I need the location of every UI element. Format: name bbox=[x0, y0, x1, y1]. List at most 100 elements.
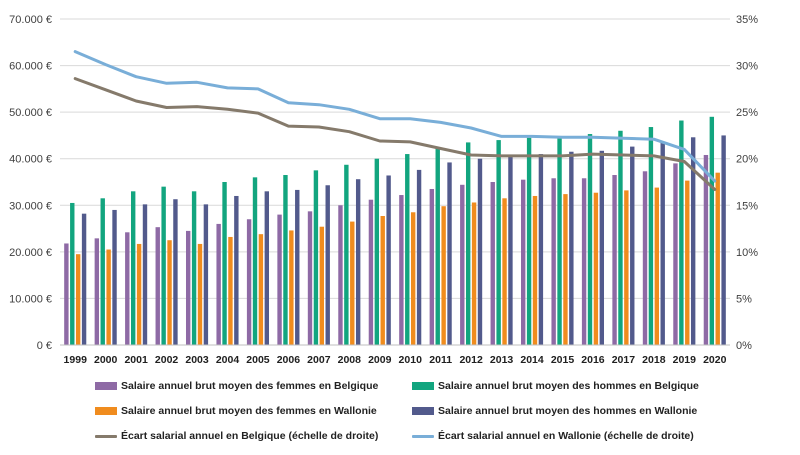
bar-hommes-wallonie bbox=[112, 209, 117, 345]
y-left-tick-label: 0 € bbox=[37, 340, 52, 352]
line-ecart-wallonie bbox=[73, 50, 717, 183]
y-right-tick-label: 10% bbox=[736, 247, 758, 259]
bar-hommes-belgique bbox=[405, 154, 410, 345]
bar-hommes-wallonie bbox=[416, 169, 422, 345]
bar-femmes-belgique bbox=[216, 223, 221, 345]
bar-hommes-wallonie bbox=[477, 158, 483, 345]
x-tick-label: 2018 bbox=[642, 354, 666, 366]
bar-hommes-wallonie bbox=[81, 213, 87, 345]
bar-femmes-wallonie bbox=[624, 190, 629, 345]
bar-femmes-belgique bbox=[673, 163, 678, 345]
bar-femmes-belgique bbox=[429, 188, 435, 345]
bar-femmes-wallonie bbox=[167, 240, 172, 345]
y-left-tick-label: 70.000 € bbox=[9, 14, 52, 26]
bar-hommes-belgique bbox=[374, 158, 380, 345]
bar-hommes-belgique bbox=[587, 134, 593, 345]
y-left-tick-label: 60.000 € bbox=[9, 61, 52, 73]
bar-femmes-belgique bbox=[125, 232, 130, 345]
bar-hommes-belgique bbox=[679, 120, 684, 345]
bars bbox=[64, 116, 726, 345]
bar-hommes-belgique bbox=[222, 182, 227, 345]
x-tick-label: 2004 bbox=[216, 354, 240, 366]
bar-hommes-belgique bbox=[435, 147, 440, 345]
bar-hommes-belgique bbox=[191, 191, 197, 345]
bar-femmes-belgique bbox=[338, 205, 343, 345]
bar-femmes-belgique bbox=[64, 243, 69, 345]
bar-femmes-belgique bbox=[703, 154, 709, 345]
bar-femmes-wallonie bbox=[350, 221, 355, 345]
lines bbox=[73, 50, 717, 191]
bar-femmes-belgique bbox=[94, 238, 100, 345]
bar-femmes-wallonie bbox=[75, 254, 81, 345]
x-tick-label: 2001 bbox=[124, 354, 148, 366]
bar-femmes-wallonie bbox=[685, 180, 690, 345]
x-tick-label: 2014 bbox=[520, 354, 544, 366]
y-right-tick-label: 20% bbox=[736, 154, 758, 166]
bar-hommes-wallonie bbox=[295, 189, 300, 345]
bar-hommes-belgique bbox=[465, 142, 471, 345]
x-tick-label: 2010 bbox=[399, 354, 423, 366]
bar-hommes-belgique bbox=[161, 186, 166, 345]
bar-femmes-belgique bbox=[307, 211, 313, 345]
bar-hommes-belgique bbox=[313, 170, 319, 345]
bar-hommes-belgique bbox=[100, 198, 105, 345]
bar-femmes-belgique bbox=[490, 182, 495, 345]
bar-femmes-belgique bbox=[520, 179, 526, 345]
x-tick-label: 2013 bbox=[490, 354, 514, 366]
bar-hommes-wallonie bbox=[386, 175, 391, 345]
line-ecart-belgique bbox=[73, 77, 717, 191]
bar-hommes-belgique bbox=[130, 191, 136, 345]
bar-femmes-wallonie bbox=[106, 249, 111, 345]
bar-hommes-wallonie bbox=[721, 135, 726, 345]
bar-hommes-belgique bbox=[252, 177, 258, 345]
bar-femmes-wallonie bbox=[228, 236, 233, 345]
bar-hommes-wallonie bbox=[234, 195, 239, 345]
y-right-tick-label: 30% bbox=[736, 61, 758, 73]
x-tick-label: 2003 bbox=[185, 354, 209, 366]
bar-femmes-wallonie bbox=[136, 243, 142, 345]
bar-femmes-belgique bbox=[185, 230, 191, 345]
y-right-tick-label: 35% bbox=[736, 14, 758, 26]
bar-hommes-wallonie bbox=[660, 142, 665, 345]
y-right-tick-label: 0% bbox=[736, 340, 752, 352]
bar-femmes-belgique bbox=[460, 184, 465, 345]
bar-hommes-wallonie bbox=[173, 199, 178, 345]
bar-hommes-belgique bbox=[709, 116, 715, 345]
bar-femmes-belgique bbox=[399, 195, 404, 345]
bar-femmes-wallonie bbox=[289, 230, 294, 345]
bar-femmes-belgique bbox=[277, 214, 282, 345]
gridlines bbox=[60, 18, 730, 299]
x-tick-label: 2019 bbox=[673, 354, 697, 366]
bar-hommes-belgique bbox=[557, 136, 562, 345]
bar-femmes-belgique bbox=[612, 175, 617, 345]
y-right-tick-label: 5% bbox=[736, 293, 752, 305]
bar-femmes-belgique bbox=[368, 199, 374, 345]
bar-femmes-belgique bbox=[581, 178, 587, 345]
bar-femmes-belgique bbox=[246, 219, 252, 345]
x-tick-label: 2016 bbox=[581, 354, 605, 366]
bar-hommes-belgique bbox=[496, 140, 501, 345]
y-left-tick-label: 50.000 € bbox=[9, 107, 52, 119]
y-left-tick-label: 40.000 € bbox=[9, 154, 52, 166]
bar-hommes-wallonie bbox=[142, 204, 148, 345]
bar-hommes-belgique bbox=[648, 127, 654, 345]
bar-hommes-wallonie bbox=[447, 162, 452, 345]
x-tick-label: 2006 bbox=[277, 354, 301, 366]
x-tick-label: 2005 bbox=[246, 354, 270, 366]
bar-hommes-wallonie bbox=[203, 204, 209, 345]
bar-hommes-wallonie bbox=[355, 179, 361, 345]
x-tick-label: 2008 bbox=[338, 354, 362, 366]
x-tick-label: 2012 bbox=[459, 354, 483, 366]
bar-femmes-wallonie bbox=[715, 172, 720, 345]
bar-hommes-belgique bbox=[618, 130, 623, 345]
bar-hommes-wallonie bbox=[538, 154, 544, 345]
bar-hommes-wallonie bbox=[630, 146, 635, 345]
axes: 0 € 0% 10.000 € 5% 20.000 € 10% 30.000 € 15% 40.… bbox=[9, 14, 758, 366]
bar-hommes-wallonie bbox=[569, 151, 574, 345]
bar-femmes-wallonie bbox=[197, 243, 203, 345]
x-tick-label: 2007 bbox=[307, 354, 331, 366]
x-tick-label: 2020 bbox=[703, 354, 727, 366]
bar-hommes-wallonie bbox=[599, 150, 605, 345]
x-tick-label: 2009 bbox=[368, 354, 392, 366]
